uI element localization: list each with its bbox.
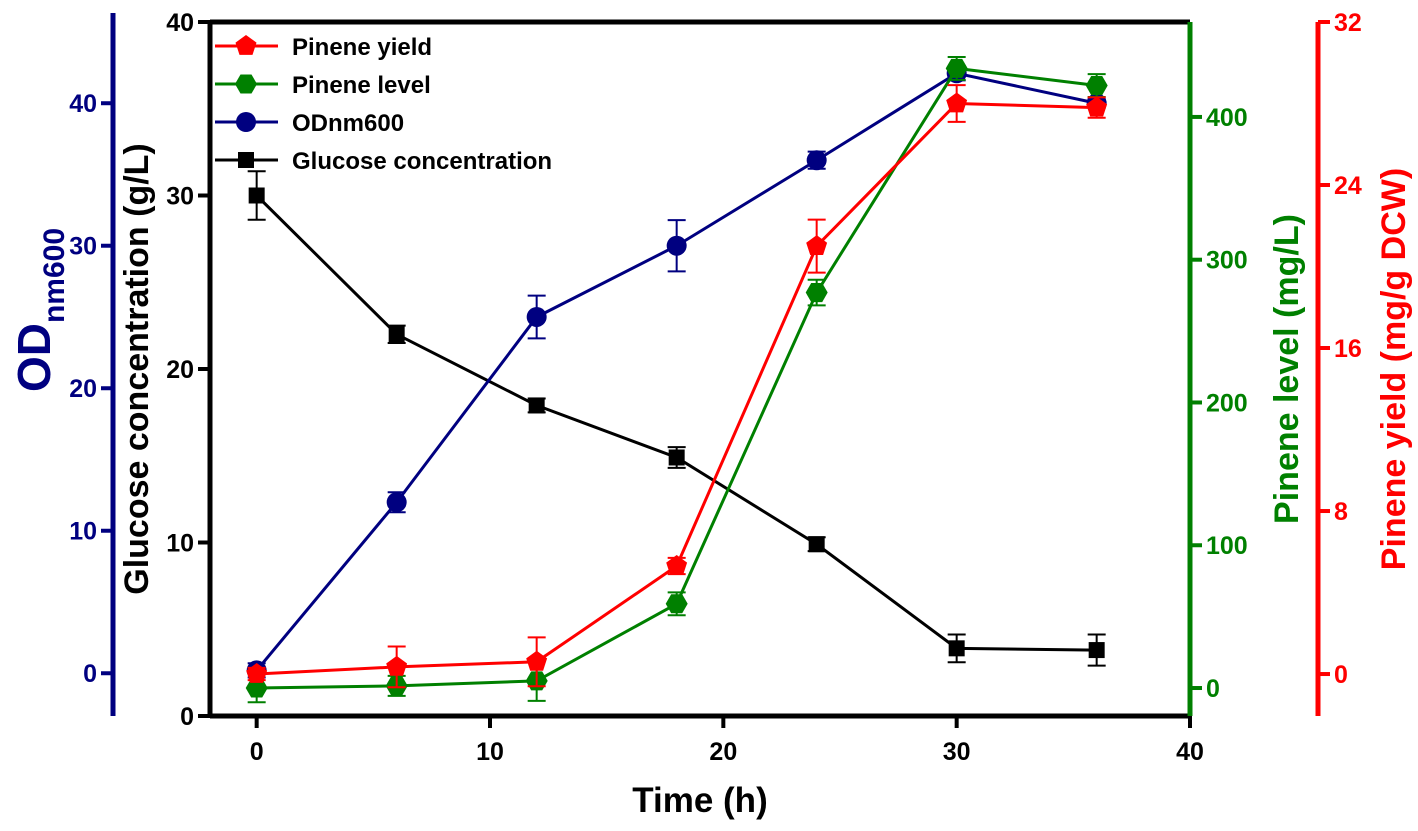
- data-point: [528, 397, 545, 414]
- data-point: [668, 449, 685, 466]
- x-tick-label: 20: [709, 738, 737, 766]
- pinene-level-tick-label: 400: [1206, 104, 1248, 132]
- data-point: [805, 283, 828, 303]
- od-axis-label: ODnm600: [8, 228, 71, 392]
- data-point: [1085, 76, 1108, 96]
- data-point: [945, 58, 968, 78]
- pinene-yield-tick-label: 16: [1334, 335, 1362, 363]
- pinene-yield-tick-label: 8: [1334, 498, 1348, 526]
- glucose-tick-label: 0: [180, 703, 194, 731]
- data-point: [666, 555, 688, 575]
- pinene-yield-tick-label: 32: [1334, 9, 1362, 37]
- data-point: [1086, 96, 1108, 117]
- legend-marker: [238, 152, 254, 168]
- series-glucose-concentration: [247, 170, 1106, 667]
- data-point: [1088, 642, 1105, 659]
- legend-marker: [235, 35, 257, 55]
- od-tick-label: 30: [69, 233, 97, 261]
- pinene-yield-tick-label: 0: [1334, 661, 1348, 689]
- x-tick-label: 10: [476, 738, 504, 766]
- legend: Pinene yield Pinene level ODnm600 Glucose c…: [215, 34, 552, 175]
- data-point: [808, 536, 825, 553]
- pinene-yield-tick-label: 24: [1334, 172, 1362, 200]
- x-tick-label: 0: [250, 738, 264, 766]
- od-tick-label: 0: [83, 660, 97, 688]
- x-axis-label: Time (h): [632, 781, 767, 820]
- od-tick-label: 20: [69, 375, 97, 403]
- legend-entry: Pinene yield: [215, 34, 432, 61]
- series-line: [256, 101, 1097, 676]
- legend-label: Pinene yield: [292, 34, 432, 61]
- legend-entry: ODnm600: [215, 110, 404, 137]
- pinene-level-axis-label: Pinene level (mg/L): [1268, 214, 1306, 524]
- data-point: [386, 655, 408, 676]
- od-tick-label: 40: [69, 90, 97, 118]
- pinene-level-tick-label: 100: [1206, 532, 1248, 560]
- data-point: [665, 594, 688, 614]
- x-tick-label: 40: [1176, 738, 1204, 766]
- legend-label: ODnm600: [292, 110, 404, 137]
- data-point: [246, 663, 268, 683]
- glucose-tick-label: 20: [166, 356, 194, 384]
- pinene-level-tick-label: 300: [1206, 247, 1248, 275]
- data-point: [666, 235, 687, 256]
- x-tick-label: 30: [943, 738, 971, 766]
- od-axis-label-sub: nm600: [38, 228, 71, 323]
- legend-label: Pinene level: [292, 72, 431, 99]
- od-tick-label: 10: [69, 518, 97, 546]
- legend-marker: [235, 74, 257, 94]
- data-point: [806, 235, 828, 255]
- series-pinene-yield: [246, 84, 1108, 689]
- glucose-tick-label: 10: [166, 530, 194, 558]
- pinene-yield-axis-label: Pinene yield (mg/g DCW): [1375, 168, 1413, 570]
- data-point: [388, 326, 405, 343]
- pinene-level-tick-label: 200: [1206, 389, 1248, 417]
- data-point: [245, 678, 268, 698]
- data-point: [946, 92, 968, 113]
- legend-entry: Glucose concentration: [215, 148, 552, 175]
- glucose-tick-label: 30: [166, 183, 194, 211]
- data-point: [248, 187, 265, 204]
- data-point: [806, 150, 827, 171]
- glucose-axis-label: Glucose concentration (g/L): [118, 143, 156, 594]
- legend-entry: Pinene level: [215, 72, 431, 99]
- data-point: [526, 306, 547, 327]
- data-point: [386, 492, 407, 513]
- pinene-level-tick-label: 0: [1206, 675, 1220, 703]
- glucose-tick-label: 40: [166, 9, 194, 37]
- data-point: [526, 650, 548, 671]
- data-point: [948, 640, 965, 657]
- od-axis-label-main: OD: [8, 323, 60, 392]
- legend-marker: [236, 112, 256, 132]
- legend-label: Glucose concentration: [292, 148, 552, 175]
- series-layer: [245, 55, 1108, 704]
